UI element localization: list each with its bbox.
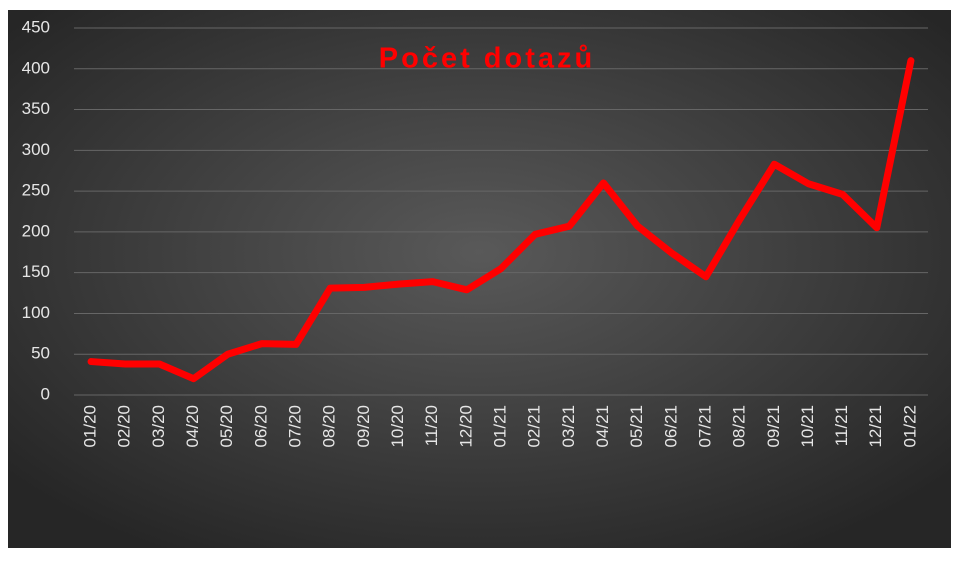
- x-tick-label: 07/20: [286, 405, 305, 448]
- x-tick-label: 12/20: [456, 405, 475, 448]
- y-tick-label: 200: [22, 221, 50, 240]
- y-tick-label: 150: [22, 262, 50, 281]
- x-tick-label: 08/20: [320, 405, 339, 448]
- x-tick-label: 06/21: [661, 405, 680, 448]
- x-tick-label: 08/21: [730, 405, 749, 448]
- chart-title: Počet dotazů: [379, 43, 595, 75]
- x-tick-label: 04/21: [593, 405, 612, 448]
- y-tick-label: 250: [22, 181, 50, 200]
- x-tick-label: 12/21: [866, 405, 885, 448]
- line-series: [87, 57, 915, 383]
- x-tick-label: 04/20: [183, 405, 202, 448]
- y-tick-label: 50: [31, 344, 50, 363]
- x-tick-label: 05/21: [627, 405, 646, 448]
- x-tick-label: 10/21: [798, 405, 817, 448]
- x-tick-label: 05/20: [217, 405, 236, 448]
- x-tick-label: 02/20: [115, 405, 134, 448]
- x-tick-label: 11/21: [832, 405, 851, 446]
- x-tick-label: 09/20: [354, 405, 373, 448]
- y-tick-label: 400: [22, 58, 50, 77]
- y-tick-label: 450: [22, 17, 50, 36]
- y-tick-label: 0: [41, 384, 50, 403]
- x-tick-label: 10/20: [388, 405, 407, 448]
- x-tick-label: 03/20: [149, 405, 168, 448]
- x-tick-label: 11/20: [422, 405, 441, 446]
- y-tick-label: 350: [22, 99, 50, 118]
- x-tick-label: 03/21: [559, 405, 578, 448]
- x-tick-label: 09/21: [764, 405, 783, 448]
- x-tick-label: 01/20: [81, 405, 100, 448]
- y-tick-label: 100: [22, 303, 50, 322]
- x-tick-label: 07/21: [695, 405, 714, 448]
- x-tick-label: 01/21: [490, 405, 509, 448]
- y-tick-label: 300: [22, 140, 50, 159]
- x-tick-label: 01/22: [900, 405, 919, 448]
- x-tick-label: 02/21: [525, 405, 544, 448]
- x-tick-label: 06/20: [251, 405, 270, 448]
